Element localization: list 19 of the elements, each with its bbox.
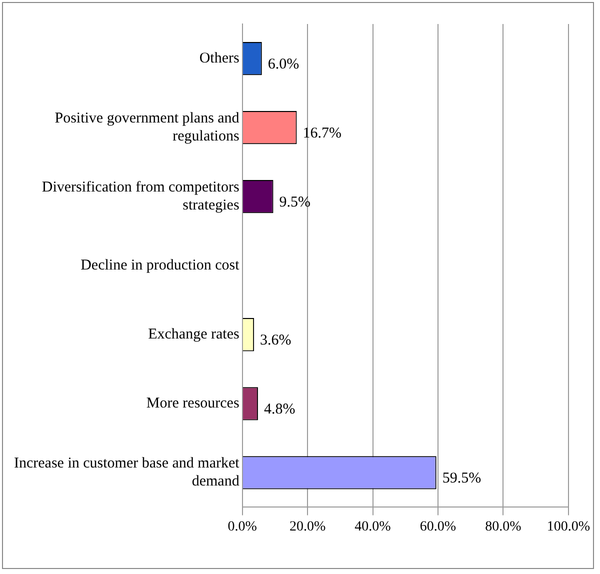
data-label: 3.6% (260, 332, 292, 349)
y-tick-label: More resources (146, 396, 240, 412)
y-tick-label: Others (199, 50, 240, 66)
data-label: 59.5% (442, 470, 482, 487)
x-tick-label: 40.0% (354, 519, 392, 534)
x-tick-label: 100.0% (546, 519, 590, 534)
x-tick-label: 60.0% (420, 519, 456, 534)
y-tick-label: Decline in production cost (80, 258, 240, 274)
y-tick-label: Positive government plans and regulations (54, 110, 240, 144)
data-label: 16.7% (302, 125, 342, 142)
x-tick-label: 80.0% (485, 519, 522, 534)
data-label: 4.8% (264, 402, 296, 418)
y-tick-label: Increase in customer base and market demand (14, 456, 240, 490)
y-tick-label: Exchange rates (148, 326, 240, 343)
data-label: 9.5% (279, 194, 311, 211)
x-tick-label: 0.0% (228, 519, 258, 534)
data-label: 6.0% (268, 56, 300, 72)
x-tick-label: 20.0% (289, 519, 326, 534)
y-tick-label: Diversification from competitors strategies (42, 180, 240, 214)
